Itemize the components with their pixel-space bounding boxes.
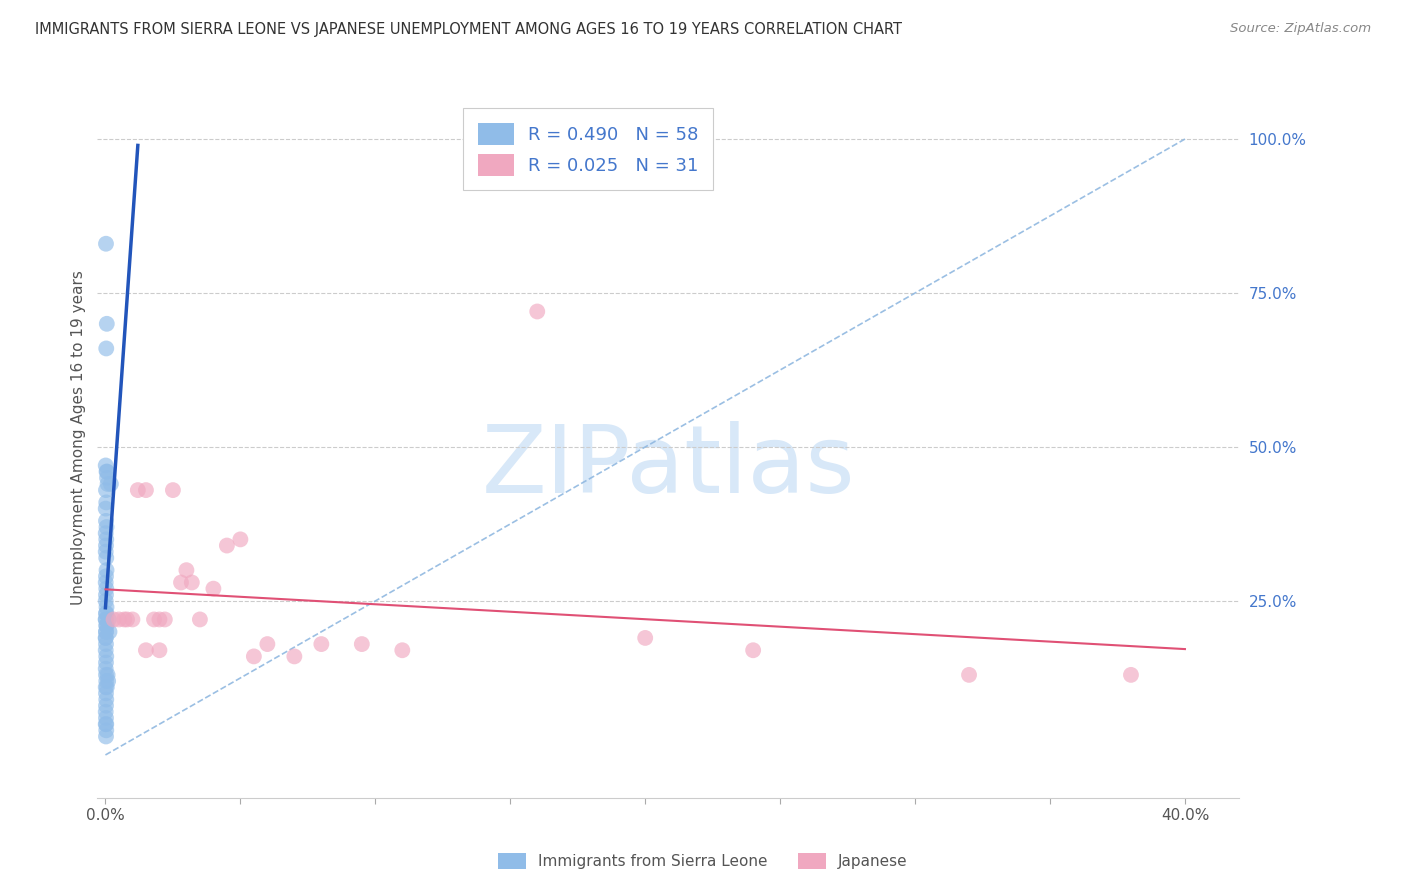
Point (97, 612, 120, 626)
Point (94, 575, 117, 590)
Point (94, 526, 117, 541)
Point (94, 662, 117, 676)
Point (100, 477, 122, 491)
Point (283, 649, 305, 664)
Point (94, 680, 117, 694)
Point (135, 643, 157, 657)
Point (96, 342, 118, 356)
Point (115, 612, 138, 626)
Point (97, 477, 120, 491)
Point (96, 723, 118, 738)
Point (202, 582, 225, 596)
Legend: Immigrants from Sierra Leone, Japanese: Immigrants from Sierra Leone, Japanese (492, 847, 914, 875)
Point (94, 686, 117, 700)
Point (103, 612, 125, 626)
Point (96, 600, 118, 615)
Point (96, 317, 118, 331)
Point (94, 514, 117, 528)
Point (526, 304, 548, 318)
Text: ZIPatlas: ZIPatlas (481, 420, 855, 513)
Point (96, 563, 118, 577)
Point (1119, 668, 1142, 682)
Point (94, 624, 117, 639)
Point (97, 673, 120, 688)
Point (94, 539, 117, 553)
Point (256, 637, 278, 651)
Point (215, 539, 238, 553)
Point (634, 631, 657, 645)
Point (94, 624, 117, 639)
Point (96, 471, 118, 485)
Point (94, 643, 117, 657)
Point (94, 544, 117, 558)
Point (311, 637, 333, 651)
Point (94, 711, 117, 725)
Point (96, 465, 118, 479)
Point (94, 668, 117, 682)
Point (94, 717, 117, 731)
Point (135, 483, 157, 497)
Point (176, 563, 198, 577)
Point (94, 607, 117, 621)
Point (96, 618, 118, 632)
Point (96, 607, 118, 621)
Point (94, 637, 117, 651)
Point (94, 594, 117, 608)
Point (243, 649, 266, 664)
Point (170, 575, 193, 590)
Point (148, 643, 170, 657)
Point (97, 668, 120, 682)
Point (96, 520, 118, 534)
Point (153, 612, 176, 626)
Point (94, 236, 117, 251)
Point (108, 612, 131, 626)
Point (96, 673, 118, 688)
Point (94, 501, 117, 516)
Point (96, 465, 118, 479)
Point (96, 495, 118, 509)
Point (957, 668, 980, 682)
Point (98, 624, 121, 639)
Point (94, 730, 117, 744)
Point (143, 612, 166, 626)
Point (350, 637, 373, 651)
Point (96, 582, 118, 596)
Point (94, 656, 117, 670)
Point (96, 717, 118, 731)
Point (94, 631, 117, 645)
Point (96, 649, 118, 664)
Text: IMMIGRANTS FROM SIERRA LEONE VS JAPANESE UNEMPLOYMENT AMONG AGES 16 TO 19 YEARS : IMMIGRANTS FROM SIERRA LEONE VS JAPANESE… (35, 22, 903, 37)
Point (94, 612, 117, 626)
Point (94, 631, 117, 645)
Point (112, 612, 135, 626)
Y-axis label: Unemployment Among Ages 16 to 19 years: Unemployment Among Ages 16 to 19 years (72, 270, 86, 605)
Point (229, 533, 252, 547)
Point (96, 550, 118, 565)
Point (127, 483, 149, 497)
Point (391, 643, 413, 657)
Point (162, 483, 184, 497)
Legend: R = 0.490   N = 58, R = 0.025   N = 31: R = 0.490 N = 58, R = 0.025 N = 31 (464, 108, 713, 190)
Point (94, 569, 117, 583)
Point (180, 575, 202, 590)
Point (96, 533, 118, 547)
Point (96, 692, 118, 706)
Point (94, 698, 117, 713)
Point (121, 612, 143, 626)
Point (96, 680, 118, 694)
Point (148, 612, 170, 626)
Point (94, 612, 117, 626)
Point (188, 612, 211, 626)
Point (94, 705, 117, 719)
Point (94, 588, 117, 602)
Point (742, 643, 765, 657)
Point (96, 618, 118, 632)
Text: Source: ZipAtlas.com: Source: ZipAtlas.com (1230, 22, 1371, 36)
Point (94, 483, 117, 497)
Point (94, 458, 117, 473)
